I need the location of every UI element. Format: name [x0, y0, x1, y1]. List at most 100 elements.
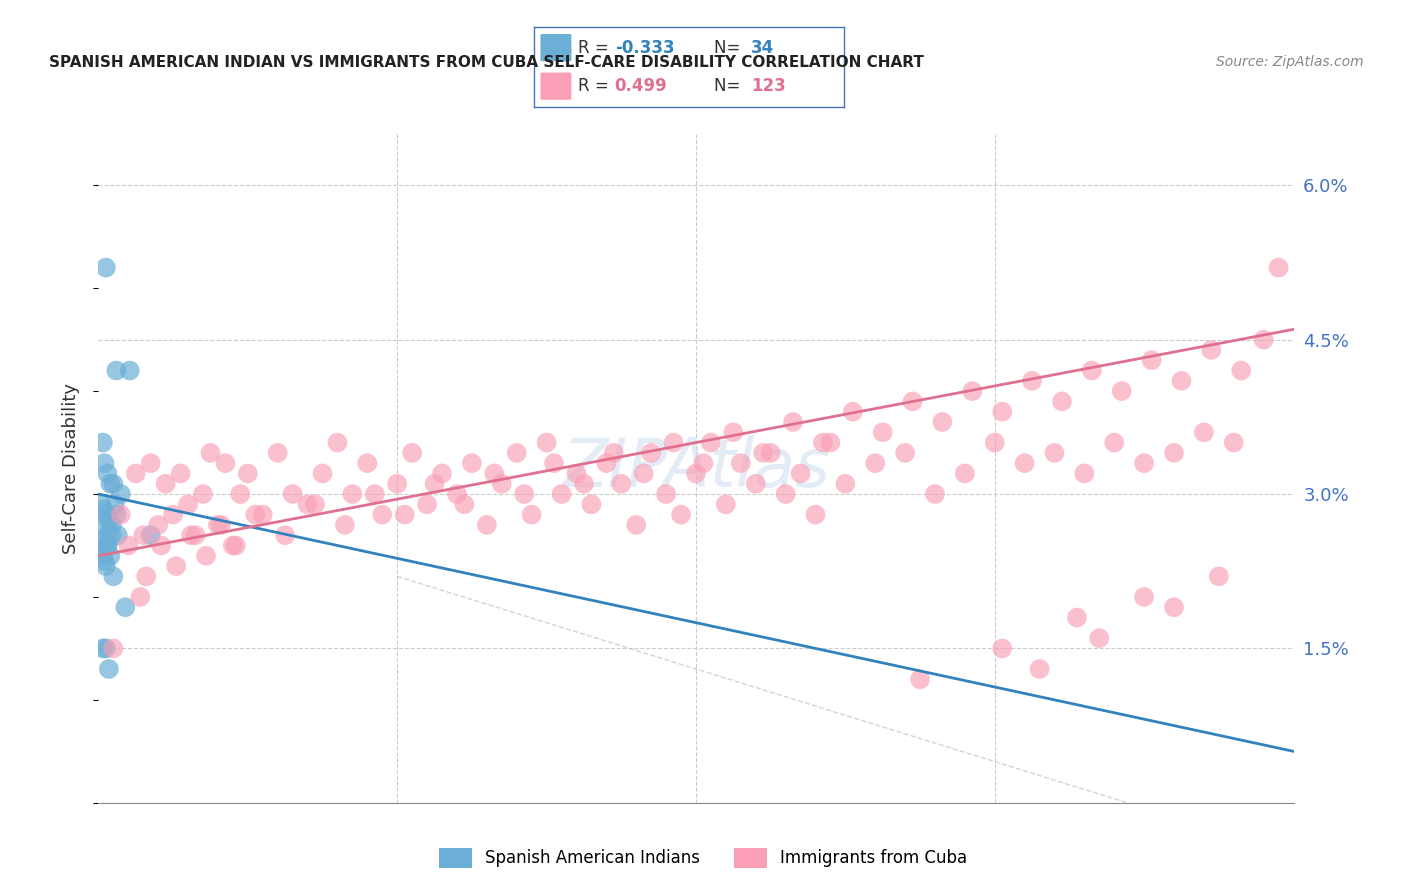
- Text: 34: 34: [751, 38, 775, 56]
- Immigrants from Cuba: [655, 487, 678, 501]
- Immigrants from Cuba: [267, 446, 290, 460]
- Immigrants from Cuba: [730, 456, 752, 470]
- Spanish American Indians: [91, 502, 114, 516]
- Text: ZIPAtlas: ZIPAtlas: [562, 435, 830, 501]
- Spanish American Indians: [91, 641, 114, 656]
- Immigrants from Cuba: [475, 517, 498, 532]
- Immigrants from Cuba: [572, 476, 595, 491]
- Text: N=: N=: [714, 78, 745, 95]
- Immigrants from Cuba: [1066, 610, 1088, 624]
- Immigrants from Cuba: [1102, 435, 1125, 450]
- Immigrants from Cuba: [209, 517, 232, 532]
- Immigrants from Cuba: [640, 446, 662, 460]
- Immigrants from Cuba: [1133, 456, 1156, 470]
- Immigrants from Cuba: [177, 497, 200, 511]
- Immigrants from Cuba: [162, 508, 184, 522]
- Immigrants from Cuba: [139, 456, 162, 470]
- Spanish American Indians: [96, 539, 118, 553]
- Immigrants from Cuba: [129, 590, 152, 604]
- Immigrants from Cuba: [461, 456, 484, 470]
- Immigrants from Cuba: [863, 456, 887, 470]
- Immigrants from Cuba: [1014, 456, 1036, 470]
- Immigrants from Cuba: [610, 476, 633, 491]
- Spanish American Indians: [97, 662, 120, 676]
- Immigrants from Cuba: [1163, 446, 1185, 460]
- Text: R =: R =: [578, 38, 613, 56]
- Immigrants from Cuba: [195, 549, 218, 563]
- Spanish American Indians: [105, 508, 128, 522]
- Immigrants from Cuba: [311, 467, 333, 481]
- Spanish American Indians: [105, 363, 128, 377]
- Immigrants from Cuba: [962, 384, 984, 398]
- Immigrants from Cuba: [117, 539, 139, 553]
- Text: 0.499: 0.499: [614, 78, 668, 95]
- Immigrants from Cuba: [633, 467, 655, 481]
- Immigrants from Cuba: [714, 497, 737, 511]
- Immigrants from Cuba: [1028, 662, 1050, 676]
- Immigrants from Cuba: [333, 517, 356, 532]
- Immigrants from Cuba: [1111, 384, 1133, 398]
- Immigrants from Cuba: [1043, 446, 1066, 460]
- Spanish American Indians: [90, 543, 112, 558]
- Text: SPANISH AMERICAN INDIAN VS IMMIGRANTS FROM CUBA SELF-CARE DISABILITY CORRELATION: SPANISH AMERICAN INDIAN VS IMMIGRANTS FR…: [49, 55, 924, 70]
- Spanish American Indians: [110, 487, 132, 501]
- Immigrants from Cuba: [669, 508, 692, 522]
- Text: N=: N=: [714, 38, 745, 56]
- Immigrants from Cuba: [626, 517, 648, 532]
- Spanish American Indians: [96, 528, 118, 542]
- Immigrants from Cuba: [356, 456, 378, 470]
- Immigrants from Cuba: [908, 673, 931, 687]
- Immigrants from Cuba: [371, 508, 394, 522]
- Spanish American Indians: [94, 260, 117, 275]
- Text: 123: 123: [751, 78, 786, 95]
- Immigrants from Cuba: [834, 476, 856, 491]
- Immigrants from Cuba: [581, 497, 603, 511]
- Immigrants from Cuba: [692, 456, 714, 470]
- Immigrants from Cuba: [1230, 363, 1253, 377]
- Immigrants from Cuba: [165, 559, 187, 574]
- Spanish American Indians: [90, 497, 112, 511]
- Immigrants from Cuba: [125, 467, 148, 481]
- Immigrants from Cuba: [662, 435, 685, 450]
- Spanish American Indians: [96, 539, 118, 553]
- Immigrants from Cuba: [364, 487, 387, 501]
- Immigrants from Cuba: [1073, 467, 1095, 481]
- Immigrants from Cuba: [297, 497, 319, 511]
- Immigrants from Cuba: [775, 487, 797, 501]
- Immigrants from Cuba: [430, 467, 453, 481]
- Immigrants from Cuba: [752, 446, 775, 460]
- Immigrants from Cuba: [1163, 600, 1185, 615]
- Spanish American Indians: [139, 528, 162, 542]
- Immigrants from Cuba: [550, 487, 572, 501]
- Immigrants from Cuba: [1267, 260, 1289, 275]
- Immigrants from Cuba: [513, 487, 536, 501]
- Immigrants from Cuba: [984, 435, 1007, 450]
- Immigrants from Cuba: [148, 517, 170, 532]
- Immigrants from Cuba: [991, 641, 1014, 656]
- Immigrants from Cuba: [842, 405, 865, 419]
- Immigrants from Cuba: [1133, 590, 1156, 604]
- Immigrants from Cuba: [543, 456, 565, 470]
- Immigrants from Cuba: [155, 476, 177, 491]
- Immigrants from Cuba: [150, 539, 173, 553]
- Spanish American Indians: [97, 513, 120, 527]
- Immigrants from Cuba: [446, 487, 468, 501]
- Spanish American Indians: [114, 600, 136, 615]
- Spanish American Indians: [107, 528, 129, 542]
- Immigrants from Cuba: [207, 517, 229, 532]
- Immigrants from Cuba: [416, 497, 439, 511]
- Spanish American Indians: [91, 435, 114, 450]
- Immigrants from Cuba: [281, 487, 304, 501]
- Immigrants from Cuba: [245, 508, 267, 522]
- Immigrants from Cuba: [304, 497, 326, 511]
- Immigrants from Cuba: [132, 528, 155, 542]
- Immigrants from Cuba: [924, 487, 946, 501]
- Spanish American Indians: [101, 517, 124, 532]
- Immigrants from Cuba: [200, 446, 222, 460]
- Immigrants from Cuba: [953, 467, 976, 481]
- Immigrants from Cuba: [1253, 333, 1275, 347]
- Immigrants from Cuba: [759, 446, 782, 460]
- Text: Source: ZipAtlas.com: Source: ZipAtlas.com: [1216, 55, 1364, 70]
- Immigrants from Cuba: [565, 467, 588, 481]
- Immigrants from Cuba: [274, 528, 297, 542]
